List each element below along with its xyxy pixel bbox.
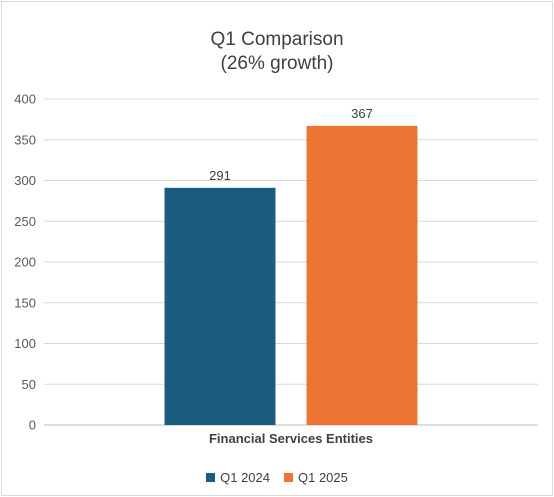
y-tick-label: 50 — [22, 377, 36, 392]
y-tick-label: 150 — [14, 295, 36, 310]
legend-swatch — [206, 473, 216, 482]
x-axis-ticks: Financial Services Entities — [209, 431, 373, 446]
chart-subtitle: (26% growth) — [220, 53, 334, 74]
legend-label: Q1 2024 — [220, 470, 270, 485]
legend-swatch — [284, 473, 293, 482]
legend-label: Q1 2025 — [298, 470, 348, 485]
bar-q1-2025 — [306, 125, 418, 426]
legend-item: Q1 2024 — [206, 470, 270, 485]
y-tick-label: 300 — [14, 173, 36, 188]
y-tick-label: 400 — [14, 92, 36, 107]
data-label: 291 — [209, 168, 231, 183]
x-tick-label: Financial Services Entities — [209, 431, 373, 446]
gridlines — [44, 98, 538, 426]
y-tick-label: 350 — [14, 132, 36, 147]
data-label: 367 — [351, 106, 373, 121]
y-tick-label: 250 — [14, 214, 36, 229]
bars — [164, 125, 418, 426]
y-tick-label: 100 — [14, 336, 36, 351]
y-tick-label: 0 — [29, 418, 36, 433]
data-labels: 291 367 — [209, 106, 373, 183]
legend-item: Q1 2025 — [284, 470, 348, 485]
y-tick-label: 200 — [14, 255, 36, 270]
chart-title: Q1 Comparison — [210, 29, 344, 50]
bar-q1-2024 — [164, 187, 276, 425]
y-axis-ticks: 0 50 100 150 200 250 300 350 400 — [14, 92, 36, 433]
legend: Q1 2024 Q1 2025 — [0, 470, 554, 485]
